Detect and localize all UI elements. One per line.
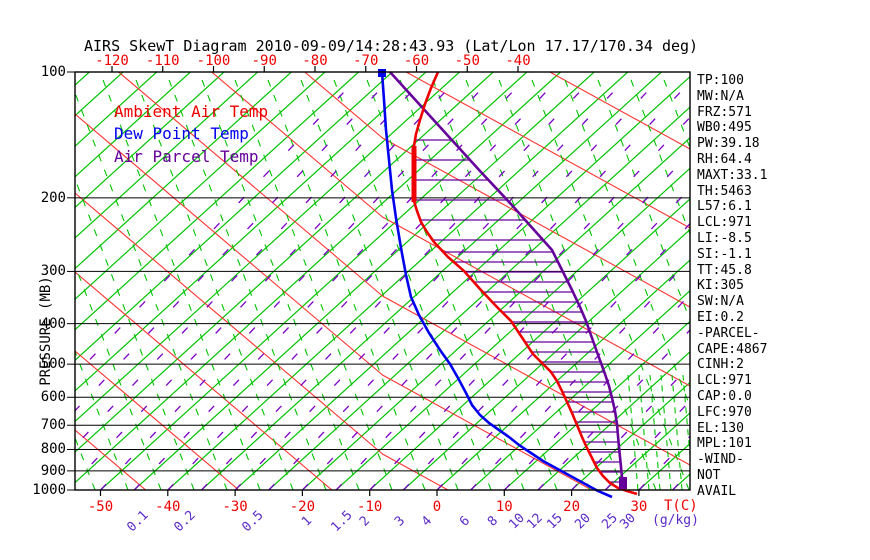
pressure-tick-label: 900 <box>40 462 66 479</box>
stat-line: CINH:2 <box>697 357 744 373</box>
dew-point-curve <box>380 71 613 499</box>
pressure-tick-label: 600 <box>40 389 66 406</box>
pressure-tick-label: 800 <box>40 441 66 458</box>
stat-line: MPL:101 <box>697 436 752 452</box>
stat-line: LFC:970 <box>697 404 752 420</box>
top-temp-tick-label: -110 <box>145 53 180 69</box>
top-temp-tick-label: -100 <box>196 53 231 69</box>
top-temp-tick-label: -40 <box>505 53 531 69</box>
stat-line: WB0:495 <box>697 120 752 136</box>
bottom-temp-tick-label: 0 <box>432 499 442 515</box>
stat-line: MW:N/A <box>697 88 744 104</box>
dewpoint-top-marker <box>378 69 386 77</box>
parcel-surface-marker <box>619 477 627 489</box>
bottom-temp-tick-label: -30 <box>222 499 248 515</box>
stat-line: TP:100 <box>697 73 744 88</box>
bottom-temp-tick-label: 30 <box>630 499 648 515</box>
bottom-temp-tick-label: -50 <box>87 499 114 515</box>
stat-line: L57:6.1 <box>697 199 752 215</box>
top-temp-tick-label: -60 <box>403 53 430 69</box>
pressure-tick-label: 500 <box>40 356 66 373</box>
pressure-tick-label: 1000 <box>32 482 66 498</box>
stat-line: AVAIL <box>697 483 737 499</box>
parcel-temp-curve <box>389 71 625 487</box>
bottom-temp-tick-label: -10 <box>357 499 383 515</box>
stat-line: NOT <box>697 468 721 483</box>
stat-line: SW:N/A <box>697 294 744 310</box>
pressure-tick-label: 300 <box>40 263 66 280</box>
legend-dew-point-temp: Dew Point Temp <box>114 124 249 143</box>
top-temp-tick-label: -90 <box>251 53 277 69</box>
stat-line: RH:64.4 <box>697 152 752 167</box>
bottom-temp-tick-label: -20 <box>289 499 316 515</box>
stat-line: FRZ:571 <box>697 104 752 120</box>
stat-line: SI:-1.1 <box>697 246 752 262</box>
bottom-temp-tick-label: 20 <box>563 499 581 515</box>
plot-frame <box>74 71 691 491</box>
pressure-tick-label: 400 <box>40 315 66 332</box>
stat-line: LI:-8.5 <box>697 231 752 246</box>
page-title: AIRS SkewT Diagram 2010-09-09/14:28:43.9… <box>84 37 699 55</box>
top-temp-tick-label: -80 <box>302 53 328 69</box>
mixing-ratio-unit-label: (g/kg) <box>652 513 699 528</box>
temp-unit-label: T(C) <box>664 498 698 514</box>
stat-line: -WIND- <box>697 452 744 468</box>
bottom-temp-tick-label: 10 <box>495 499 513 515</box>
legend-air-parcel-temp: Air Parcel Temp <box>114 147 259 166</box>
pressure-tick-label: 200 <box>40 189 66 206</box>
top-temp-tick-label: -70 <box>353 53 379 69</box>
stat-line: PW:39.18 <box>697 136 760 152</box>
stat-line: LCL:971 <box>697 215 752 231</box>
top-temp-tick-label: -120 <box>95 53 129 69</box>
stat-line: TT:45.8 <box>697 262 752 278</box>
cape-hatching <box>414 139 623 483</box>
pressure-tick-label: 700 <box>40 417 66 434</box>
stat-line: KI:305 <box>697 278 744 294</box>
stat-line: CAPE:4867 <box>697 341 768 357</box>
stat-line: LCL:971 <box>697 373 752 389</box>
stat-line: TH:5463 <box>697 183 752 199</box>
top-temp-tick-label: -50 <box>454 53 480 69</box>
stat-line: EI:0.2 <box>697 310 744 325</box>
axis-ticks <box>99 66 640 496</box>
stat-line: EL:130 <box>697 420 744 436</box>
stat-line: -PARCEL- <box>697 325 760 341</box>
bottom-temp-tick-label: -40 <box>155 499 181 515</box>
stat-line: MAXT:33.1 <box>697 167 768 183</box>
stat-line: CAP:0.0 <box>697 389 752 404</box>
pressure-tick-label: 100 <box>40 64 66 80</box>
legend-ambient-air-temp: Ambient Air Temp <box>114 102 269 121</box>
